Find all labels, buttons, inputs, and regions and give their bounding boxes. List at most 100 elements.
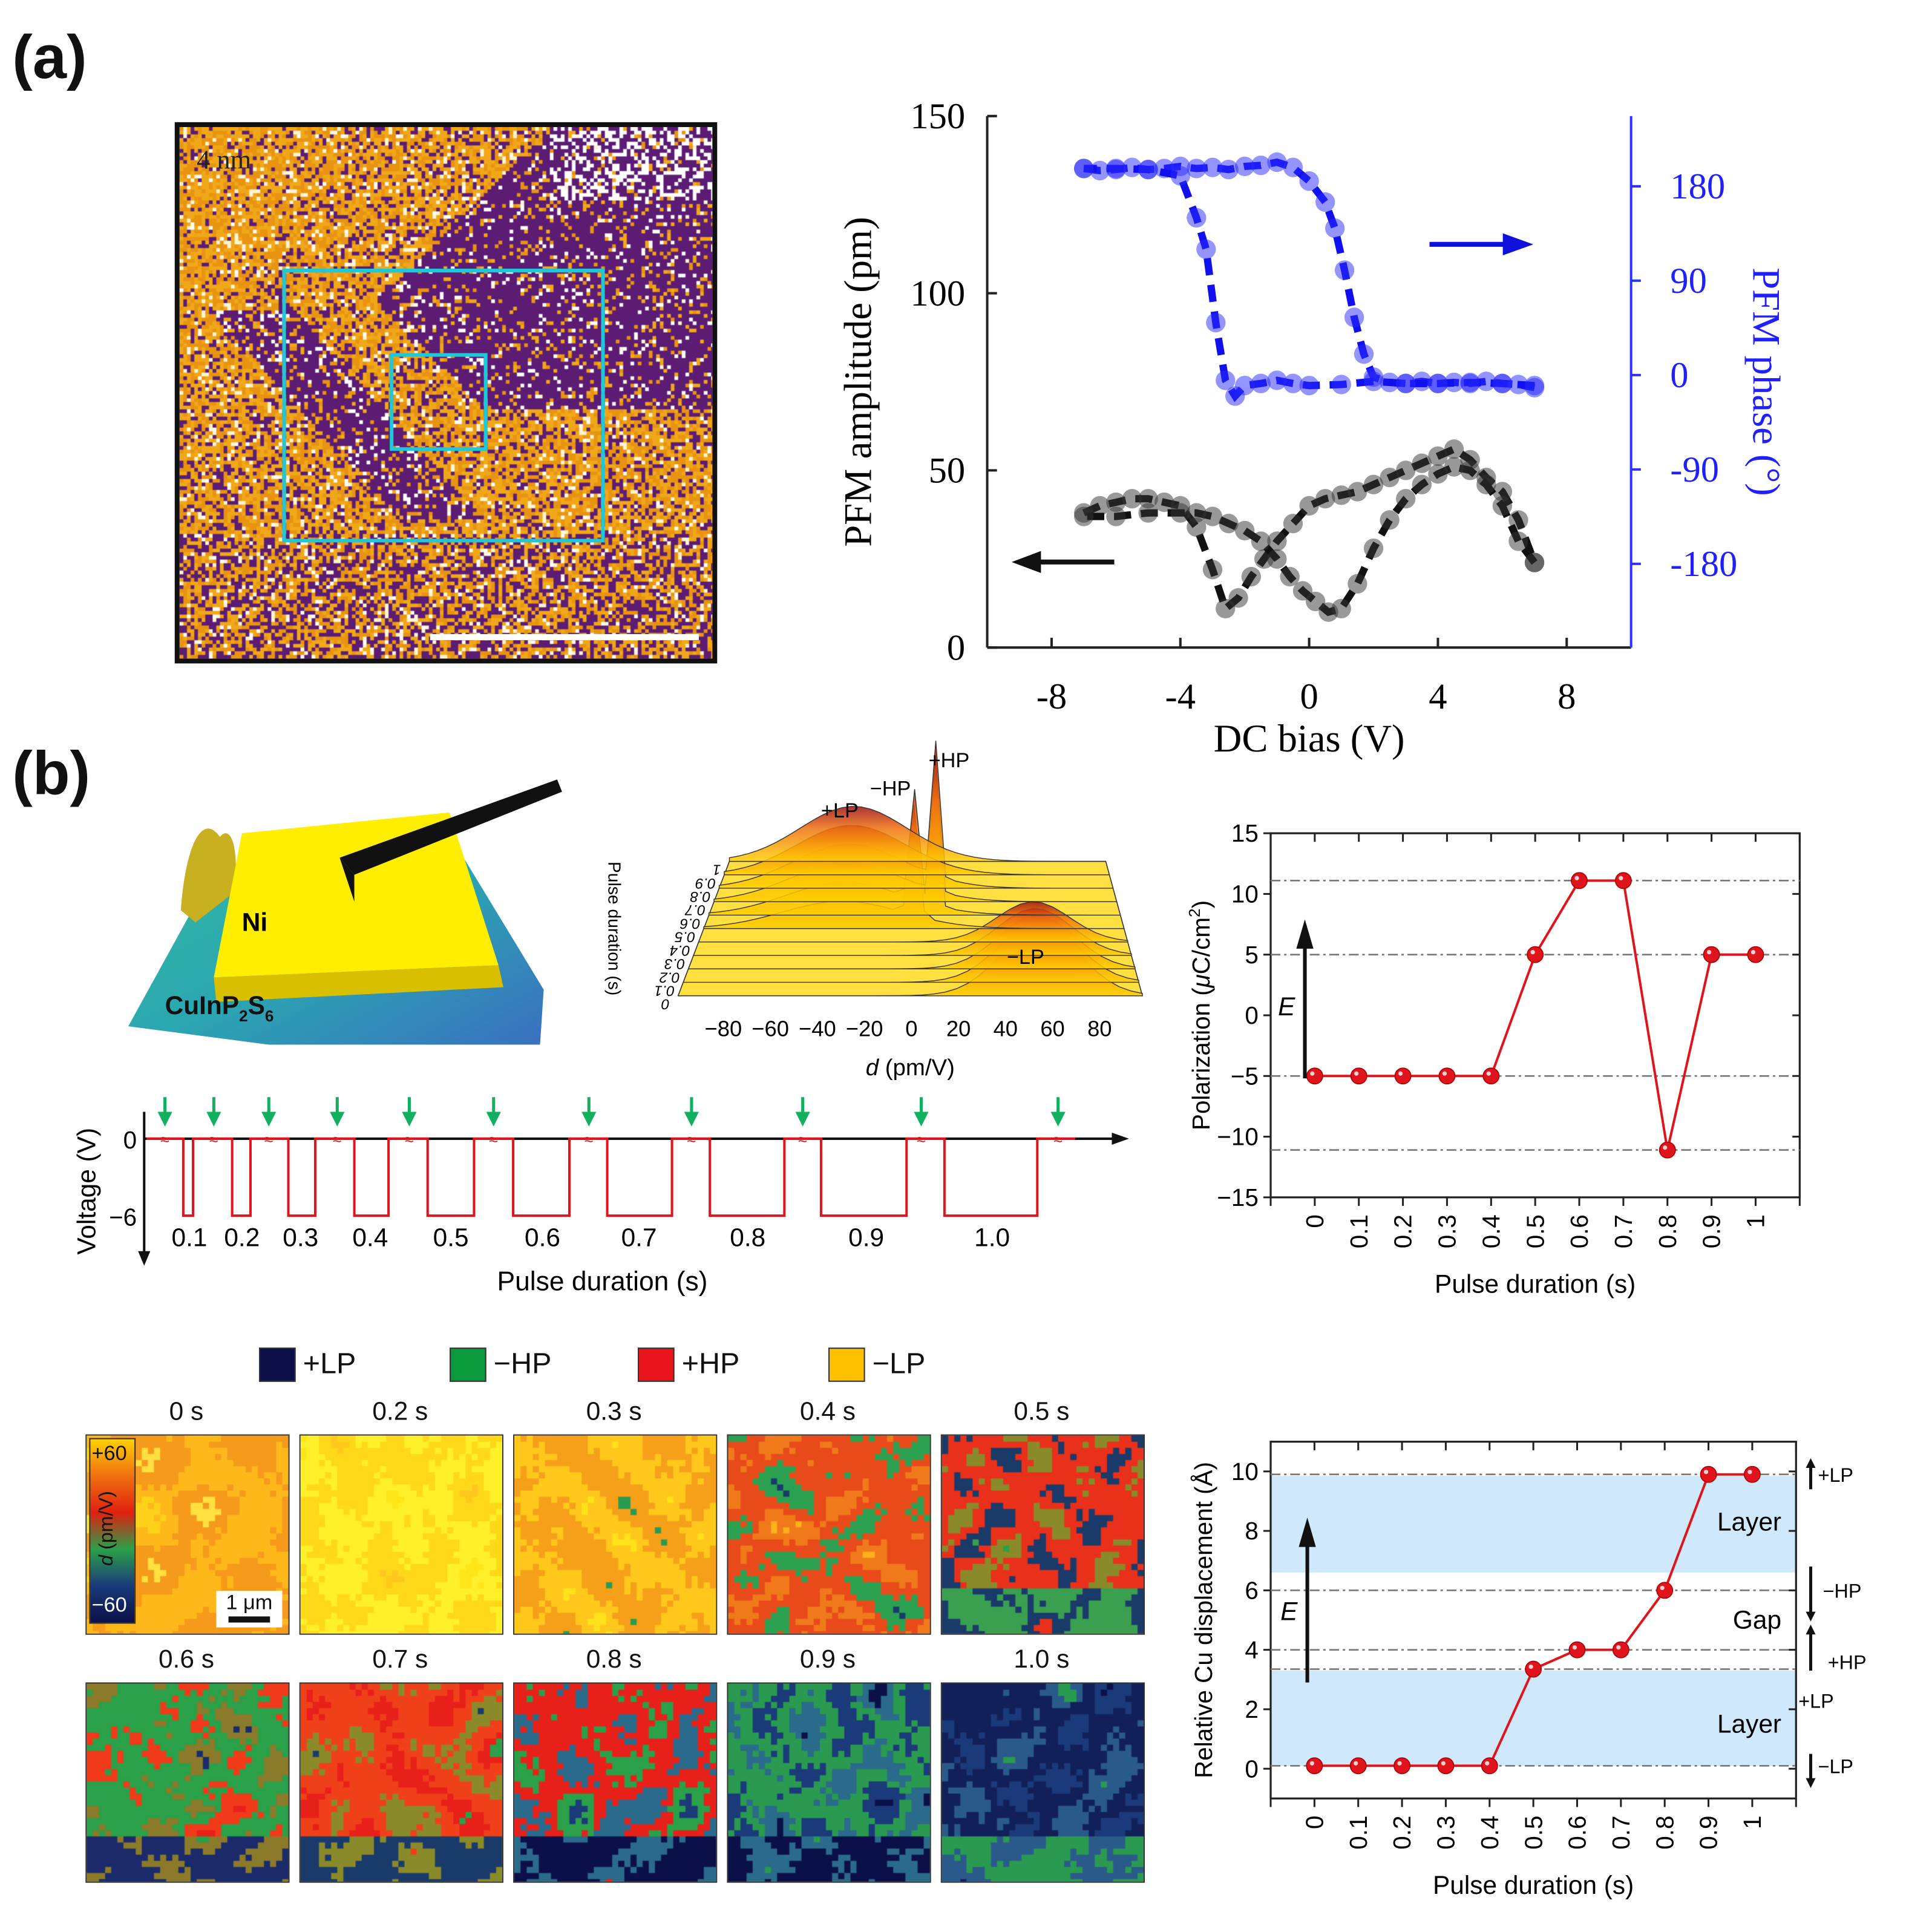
amplitude-point	[1235, 520, 1255, 541]
field-label: E	[1278, 992, 1295, 1021]
afm-cantilever	[339, 779, 562, 875]
pfm-map-tile	[727, 1434, 931, 1635]
phase-point	[1396, 373, 1416, 393]
colorbar-variable: d	[96, 1555, 117, 1567]
amplitude-point	[1363, 539, 1384, 558]
pfm-map-tile	[727, 1682, 931, 1883]
phase-point	[1283, 157, 1303, 177]
phase-point	[1106, 159, 1126, 178]
phase-point	[1219, 160, 1239, 180]
amplitude-point	[1428, 464, 1448, 484]
pulse-duration-label: 0.2	[224, 1223, 260, 1252]
amplitude-point	[1170, 503, 1190, 523]
legend-swatch	[638, 1347, 675, 1382]
scale-bar-label: 1 μm	[226, 1591, 273, 1614]
peak-label-plus-hp: +HP	[929, 749, 970, 772]
colorbar-max-label: +60	[91, 1441, 127, 1465]
x-axis-title: d (pm/V)	[866, 1055, 955, 1081]
amplitude-point	[1187, 517, 1207, 537]
y-axis-title-part: Polarization (	[1187, 987, 1215, 1130]
data-point	[1306, 1067, 1323, 1085]
data-point-highlight	[1528, 1664, 1533, 1669]
pulse-duration-label: 0.4	[352, 1223, 388, 1252]
amplitude-point	[1460, 460, 1480, 480]
axis-break-mark: ≈	[1053, 1130, 1062, 1148]
region-label: Layer	[1717, 1710, 1781, 1738]
phase-point	[1283, 373, 1303, 393]
series-line-0	[1083, 158, 1536, 391]
y-tick-label: 0	[1245, 1755, 1258, 1783]
data-point-highlight	[1354, 1761, 1358, 1766]
amplitude-point	[1090, 496, 1110, 516]
y2-tick-label: 180	[1670, 166, 1725, 207]
y-tick-label: 0.4	[670, 942, 690, 958]
phase-point	[1315, 192, 1335, 212]
phase-point	[1444, 372, 1464, 393]
data-point-highlight	[1441, 1761, 1446, 1766]
data-point	[1306, 1757, 1323, 1775]
amplitude-point	[1241, 566, 1261, 587]
legend-swatch	[828, 1347, 865, 1382]
amplitude-point	[1122, 489, 1142, 509]
scale-bar-line	[228, 1616, 270, 1623]
amplitude-point	[1508, 531, 1528, 551]
y-axis-title-part: 2	[1185, 908, 1204, 917]
y2-tick-label: -90	[1670, 450, 1719, 490]
read-arrowhead-icon	[486, 1112, 501, 1127]
x-axis-title: Pulse duration (s)	[497, 1266, 707, 1296]
data-point	[1743, 1465, 1761, 1483]
x-tick-label: 0	[1300, 676, 1318, 717]
phase-point	[1196, 239, 1216, 260]
x-tick-label: −20	[846, 1016, 883, 1041]
amplitude-point	[1267, 531, 1287, 551]
legend-label: +HP	[681, 1347, 740, 1381]
y-tick-label: 0	[1245, 1001, 1258, 1029]
legend-item: +HP	[638, 1347, 739, 1382]
data-point-highlight	[1703, 1470, 1709, 1475]
y-tick-label: 150	[910, 96, 965, 137]
y-zero-label: 0	[123, 1126, 137, 1154]
phase-point	[1170, 166, 1190, 186]
x-tick-label: −80	[705, 1016, 742, 1041]
read-arrowhead-icon	[206, 1112, 221, 1127]
y-axis-title: Voltage (V)	[72, 1128, 100, 1255]
data-point	[1703, 946, 1720, 963]
amplitude-point	[1444, 457, 1464, 477]
amplitude-point	[1331, 485, 1351, 505]
state-label: +HP	[1828, 1651, 1867, 1673]
field-arrowhead	[1299, 1518, 1316, 1547]
y2-tick-label: -180	[1670, 544, 1737, 585]
x-tick-label: 60	[1040, 1016, 1064, 1041]
legend-item: −HP	[450, 1347, 551, 1382]
x-tick-label: −60	[752, 1016, 789, 1041]
axis-break-mark: ≈	[917, 1130, 925, 1148]
data-point	[1482, 1067, 1500, 1085]
down-arrow-icon-head	[1806, 1778, 1816, 1788]
amplitude-point	[1292, 581, 1313, 601]
colorbar-min-label: −60	[91, 1593, 127, 1617]
data-point	[1747, 946, 1764, 963]
phase-point	[1187, 159, 1207, 178]
data-point-highlight	[1747, 1470, 1752, 1475]
y-tick-label: 2	[1245, 1695, 1258, 1723]
amplitude-point	[1412, 474, 1432, 494]
amplitude-point	[1138, 503, 1158, 523]
colorbar	[89, 1438, 136, 1624]
pfm-map-tile	[940, 1434, 1145, 1635]
ni-electrode-side	[214, 965, 503, 1002]
amplitude-point	[1283, 514, 1303, 534]
data-point-highlight	[1574, 876, 1579, 880]
y-tick-label: 0.3	[664, 955, 685, 972]
ni-label: Ni	[242, 908, 267, 937]
y2-tick-label: 90	[1670, 261, 1707, 301]
data-point	[1700, 1465, 1717, 1483]
shaded-band-layer	[1270, 1671, 1796, 1766]
map-title: 0.8 s	[586, 1645, 642, 1674]
x-tick-label: -8	[1037, 676, 1067, 717]
data-point-highlight	[1398, 1071, 1403, 1076]
data-point	[1438, 1067, 1456, 1085]
shaded-band-layer	[1270, 1476, 1796, 1573]
axis-break-mark: ≈	[687, 1130, 696, 1148]
data-point	[1656, 1582, 1674, 1599]
pfm-phase-image: 4 nm	[174, 122, 718, 664]
